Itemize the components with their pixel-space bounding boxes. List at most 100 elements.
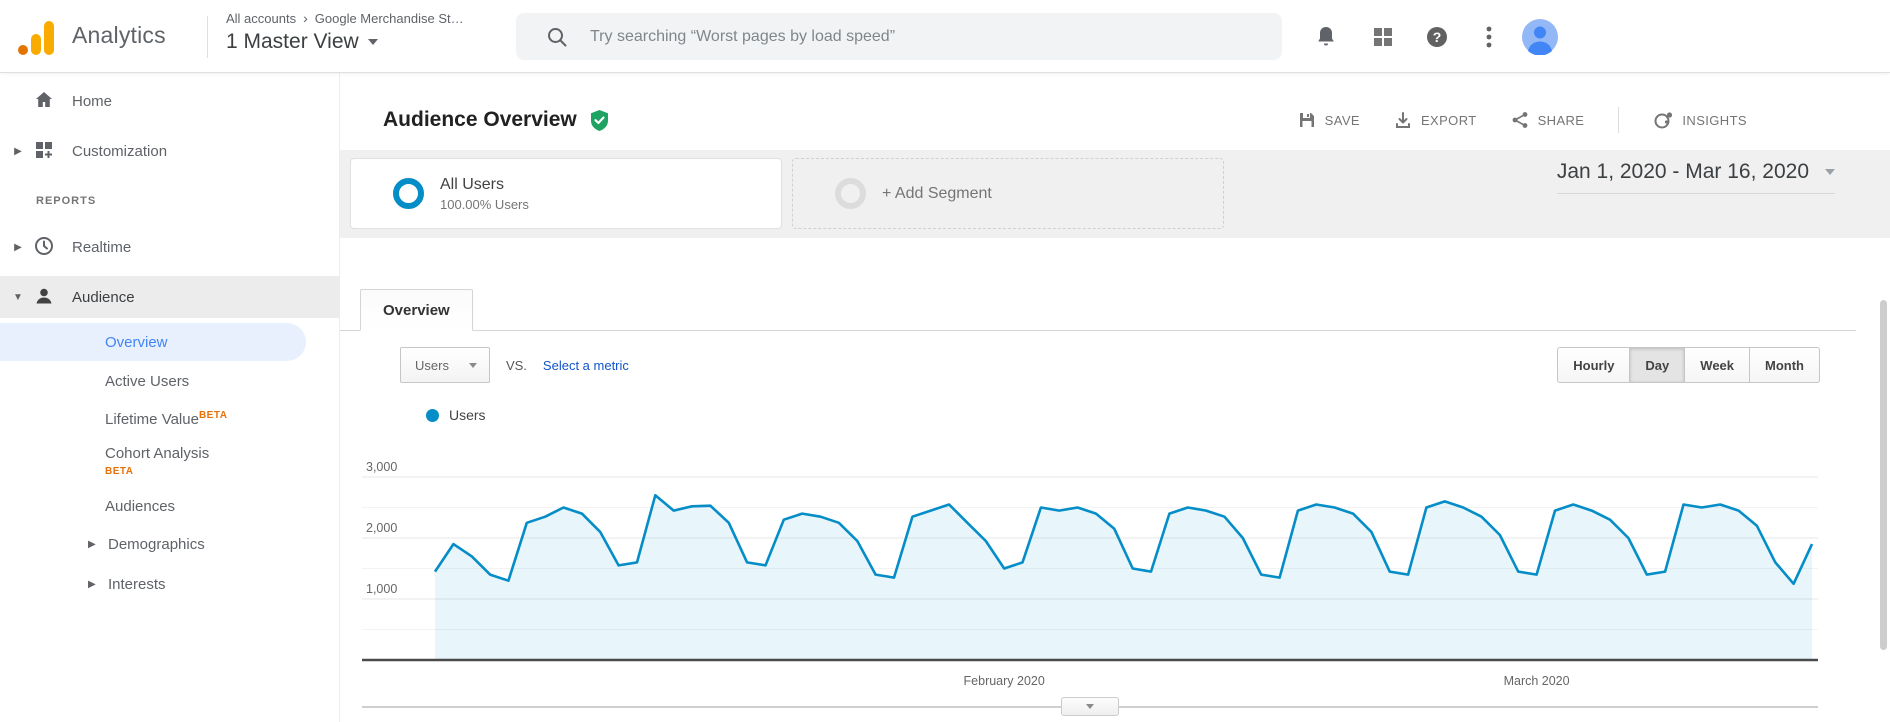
insights-button[interactable]: INSIGHTS — [1653, 110, 1747, 130]
view-name: 1 Master View — [226, 30, 359, 53]
view-selector[interactable]: 1 Master View — [226, 30, 378, 54]
svg-text:?: ? — [1433, 29, 1442, 45]
logo-bar — [44, 21, 54, 55]
logo-dot — [18, 45, 28, 55]
chevron-right-icon: ▶ — [14, 241, 22, 253]
sidebar-item-label: Audiences — [105, 497, 176, 515]
sidebar-item-cohort-analysis[interactable]: Cohort Analysis BETA — [0, 439, 340, 485]
search-bar[interactable] — [516, 13, 1282, 60]
share-label: SHARE — [1537, 112, 1585, 128]
legend-users-dot — [426, 408, 439, 422]
tab-overview[interactable]: Overview — [360, 289, 473, 331]
chevron-right-icon: ▶ — [88, 578, 96, 590]
export-label: EXPORT — [1420, 112, 1477, 128]
segment-all-users-card[interactable]: All Users 100.00% Users — [350, 158, 782, 229]
breadcrumb-all-accounts[interactable]: All accounts — [226, 10, 297, 26]
granularity-toggle: Hourly Day Week Month — [1557, 347, 1820, 383]
export-button[interactable]: EXPORT — [1394, 111, 1477, 129]
sidebar-item-label: Overview — [105, 333, 168, 351]
svg-text:1,000: 1,000 — [366, 582, 397, 596]
vertical-scrollbar[interactable] — [1880, 300, 1887, 650]
verified-shield-icon — [590, 109, 608, 131]
notifications-bell-icon[interactable] — [1313, 24, 1339, 50]
date-range-picker[interactable]: Jan 1, 2020 - Mar 16, 2020 — [1556, 160, 1835, 194]
analytics-logo-icon[interactable] — [18, 19, 54, 55]
sidebar-item-overview[interactable]: Overview — [0, 323, 306, 361]
breadcrumb-account[interactable]: Google Merchandise St… — [314, 10, 464, 26]
header-divider — [207, 16, 208, 58]
add-segment-card[interactable]: + Add Segment — [792, 158, 1224, 229]
chevron-right-icon: ▶ — [88, 538, 96, 550]
breadcrumb[interactable]: All accounts › Google Merchandise St… — [226, 10, 464, 26]
save-button[interactable]: SAVE — [1298, 111, 1360, 129]
chevron-down-icon — [468, 362, 477, 368]
users-line-chart: 1,000 2,000 3,000 February 2020 March 2020 — [362, 440, 1818, 690]
sidebar-item-demographics[interactable]: ▶ Demographics — [0, 526, 340, 562]
chevron-down-icon: ▼ — [13, 291, 23, 303]
search-input[interactable] — [590, 27, 1190, 46]
breadcrumb-separator-icon: › — [303, 10, 308, 26]
sidebar-item-active-users[interactable]: Active Users — [0, 364, 340, 398]
help-icon[interactable]: ? — [1424, 24, 1450, 50]
sidebar-item-home[interactable]: Home — [0, 83, 340, 119]
sidebar-item-audience[interactable]: ▼ Audience — [0, 276, 340, 318]
home-icon — [34, 90, 56, 112]
chart-expander-button[interactable] — [1061, 697, 1119, 716]
user-avatar[interactable] — [1522, 19, 1558, 56]
customization-icon — [34, 140, 56, 162]
sidebar-item-lifetime-value[interactable]: Lifetime ValueBETA — [0, 401, 340, 437]
tab-bar: Overview — [340, 289, 1856, 331]
sidebar-item-label: Audience — [72, 288, 135, 306]
sidebar-item-customization[interactable]: ▶ Customization — [0, 133, 340, 169]
save-icon — [1299, 113, 1314, 127]
sidebar-item-label: Interests — [108, 575, 166, 593]
segment-name: All Users — [440, 175, 505, 193]
sidebar-item-audiences[interactable]: Audiences — [0, 489, 340, 523]
chart-legend: Users — [426, 407, 486, 423]
beta-badge: BETA — [198, 410, 228, 421]
svg-text:3,000: 3,000 — [366, 460, 397, 474]
beta-badge: BETA — [105, 465, 134, 477]
chevron-down-icon — [367, 39, 378, 45]
sidebar-item-label: Demographics — [108, 535, 205, 553]
sidebar-item-interests[interactable]: ▶ Interests — [0, 566, 340, 602]
download-icon — [1395, 112, 1410, 128]
google-apps-grid-icon[interactable] — [1370, 24, 1396, 50]
sidebar-item-realtime[interactable]: ▶ Realtime — [0, 228, 340, 266]
actions-divider — [1618, 107, 1620, 133]
report-actions: SAVE EXPORT SHARE — [1264, 98, 1747, 142]
segment-ring-icon — [835, 178, 866, 209]
add-segment-label: + Add Segment — [882, 184, 992, 202]
share-button[interactable]: SHARE — [1511, 111, 1585, 129]
granularity-week-button[interactable]: Week — [1685, 347, 1751, 383]
chart-expander-row — [362, 695, 1818, 719]
svg-text:February 2020: February 2020 — [964, 674, 1045, 688]
select-metric-link[interactable]: Select a metric — [542, 357, 629, 373]
sidebar-item-label: Realtime — [72, 238, 132, 256]
sidebar-item-label: Cohort Analysis BETA — [105, 445, 209, 480]
sidebar-item-label: Active Users — [105, 372, 190, 390]
chevron-down-icon — [1086, 704, 1094, 709]
person-icon — [34, 286, 56, 308]
insights-label: INSIGHTS — [1682, 112, 1747, 128]
granularity-hourly-button[interactable]: Hourly — [1557, 347, 1631, 383]
granularity-day-button[interactable]: Day — [1630, 347, 1686, 383]
svg-text:2,000: 2,000 — [366, 521, 397, 535]
more-vertical-icon[interactable] — [1476, 24, 1502, 50]
segment-band: All Users 100.00% Users + Add Segment Ja… — [340, 150, 1890, 238]
insights-icon — [1654, 112, 1673, 129]
search-icon — [548, 27, 567, 46]
sidebar-item-label: Home — [72, 92, 113, 110]
metric-dropdown-value: Users — [415, 357, 449, 373]
chevron-down-icon — [1825, 169, 1835, 175]
svg-text:March 2020: March 2020 — [1504, 674, 1570, 688]
vs-label: VS. — [505, 357, 527, 373]
granularity-month-button[interactable]: Month — [1750, 347, 1820, 383]
segment-detail: 100.00% Users — [440, 196, 529, 212]
metric-dropdown[interactable]: Users — [400, 347, 490, 383]
segment-ring-icon — [393, 178, 424, 209]
clock-icon — [34, 236, 56, 258]
logo-bar — [31, 34, 41, 55]
legend-users-label: Users — [449, 407, 486, 423]
